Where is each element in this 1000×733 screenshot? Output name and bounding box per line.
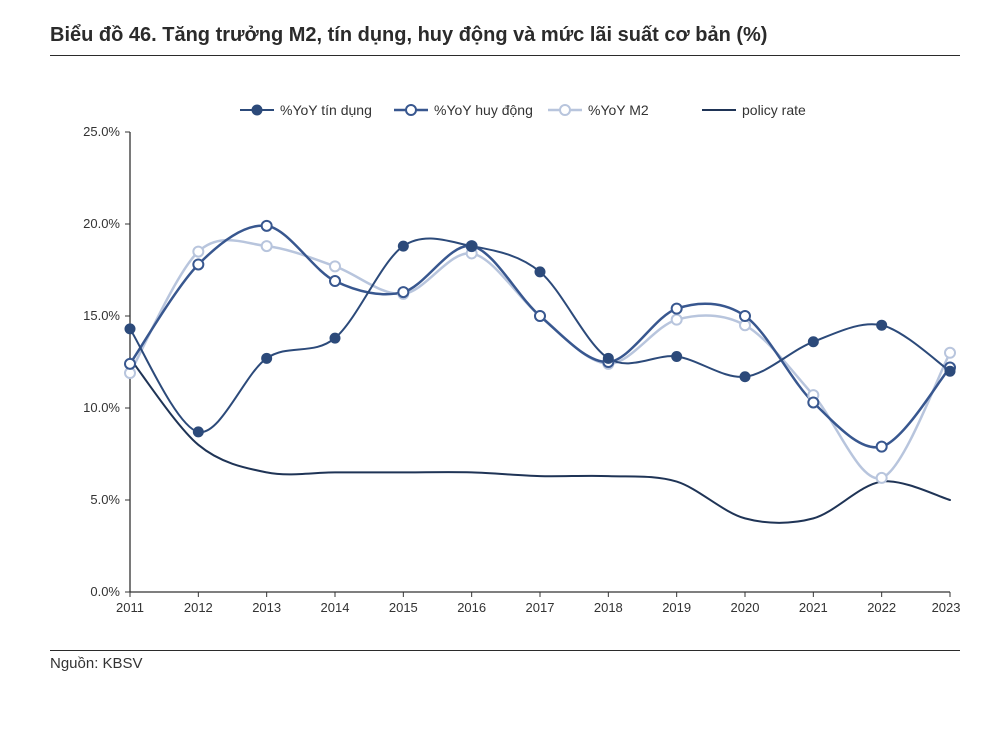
svg-text:5.0%: 5.0% <box>90 492 120 507</box>
svg-text:2013: 2013 <box>252 600 281 615</box>
svg-text:%YoY huy động: %YoY huy động <box>434 102 533 118</box>
svg-text:2023F: 2023F <box>932 600 960 615</box>
svg-text:policy rate: policy rate <box>742 102 806 118</box>
svg-text:2016: 2016 <box>457 600 486 615</box>
svg-text:2022: 2022 <box>867 600 896 615</box>
svg-text:25.0%: 25.0% <box>83 124 120 139</box>
divider-top <box>50 55 960 56</box>
svg-text:2011: 2011 <box>116 600 144 615</box>
svg-text:2019: 2019 <box>662 600 691 615</box>
divider-bottom <box>50 650 960 651</box>
svg-text:10.0%: 10.0% <box>83 400 120 415</box>
svg-text:2015: 2015 <box>389 600 418 615</box>
line-chart: 0.0% 5.0% 10.0% 15.0% 20.0% 25.0% 2011 2012 2013… <box>50 92 960 632</box>
svg-text:20.0%: 20.0% <box>83 216 120 231</box>
chart-container: 0.0% 5.0% 10.0% 15.0% 20.0% 25.0% 2011 2012 2013… <box>50 92 960 632</box>
svg-text:2018: 2018 <box>594 600 623 615</box>
source-label: Nguồn: KBSV <box>50 655 960 672</box>
svg-text:2014: 2014 <box>321 600 350 615</box>
svg-text:15.0%: 15.0% <box>83 308 120 323</box>
svg-text:2012: 2012 <box>184 600 213 615</box>
svg-text:%YoY M2: %YoY M2 <box>588 102 649 118</box>
svg-text:2020: 2020 <box>731 600 760 615</box>
svg-text:2017: 2017 <box>526 600 555 615</box>
svg-text:%YoY tín dụng: %YoY tín dụng <box>280 102 372 118</box>
svg-text:0.0%: 0.0% <box>90 584 120 599</box>
chart-title: Biểu đồ 46. Tăng trưởng M2, tín dụng, hu… <box>50 24 960 47</box>
svg-text:2021: 2021 <box>799 600 828 615</box>
